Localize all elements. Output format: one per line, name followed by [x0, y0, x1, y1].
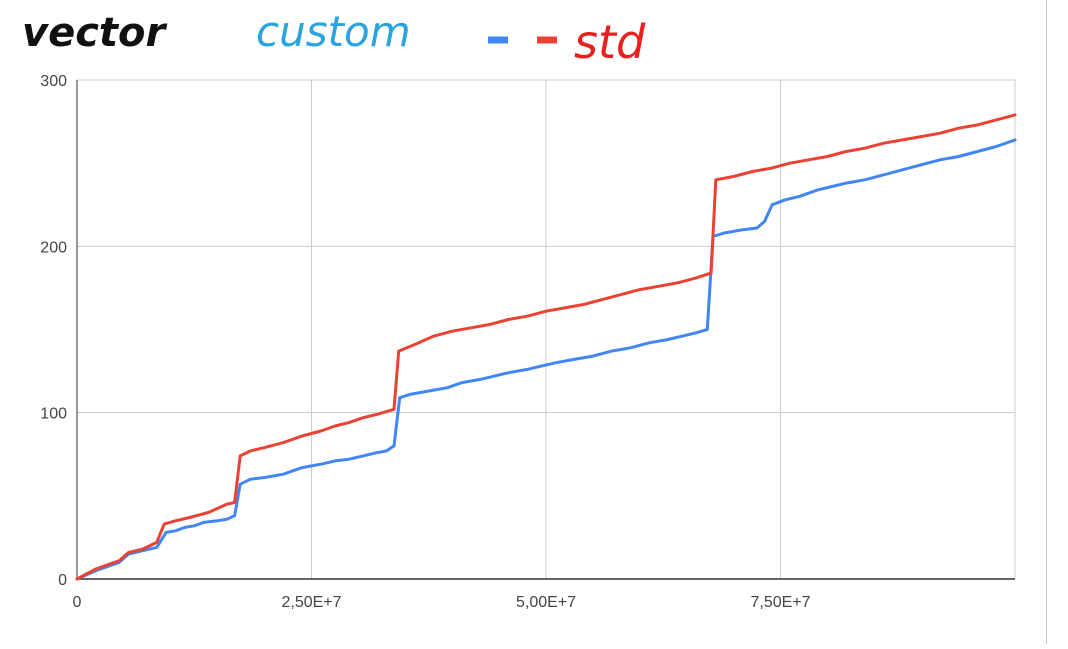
x-tick-label: 5,00E+7	[516, 594, 576, 611]
y-tick-label: 100	[40, 406, 67, 423]
annotation-vector: vector	[22, 10, 168, 56]
x-tick-label: 0	[73, 594, 82, 611]
x-tick-label: 7,50E+7	[750, 594, 810, 611]
axes	[76, 80, 1015, 580]
tick-labels: 0 100 200 300 0 2,50E+7 5,00E+7 7,50E+7	[40, 73, 810, 611]
y-tick-label: 300	[40, 73, 67, 90]
x-tick-label: 2,50E+7	[281, 594, 341, 611]
series-line-1	[75, 113, 1017, 581]
annotation-std: std	[574, 15, 646, 69]
y-tick-label: 0	[58, 572, 67, 589]
annotation-custom: custom	[256, 7, 411, 56]
gridlines	[77, 79, 1016, 579]
series-lines	[75, 113, 1017, 581]
series-line-0	[75, 138, 1017, 581]
handwritten-annotations: vector custom std	[22, 7, 646, 69]
y-tick-label: 200	[40, 239, 67, 256]
panel-divider	[1046, 0, 1047, 644]
